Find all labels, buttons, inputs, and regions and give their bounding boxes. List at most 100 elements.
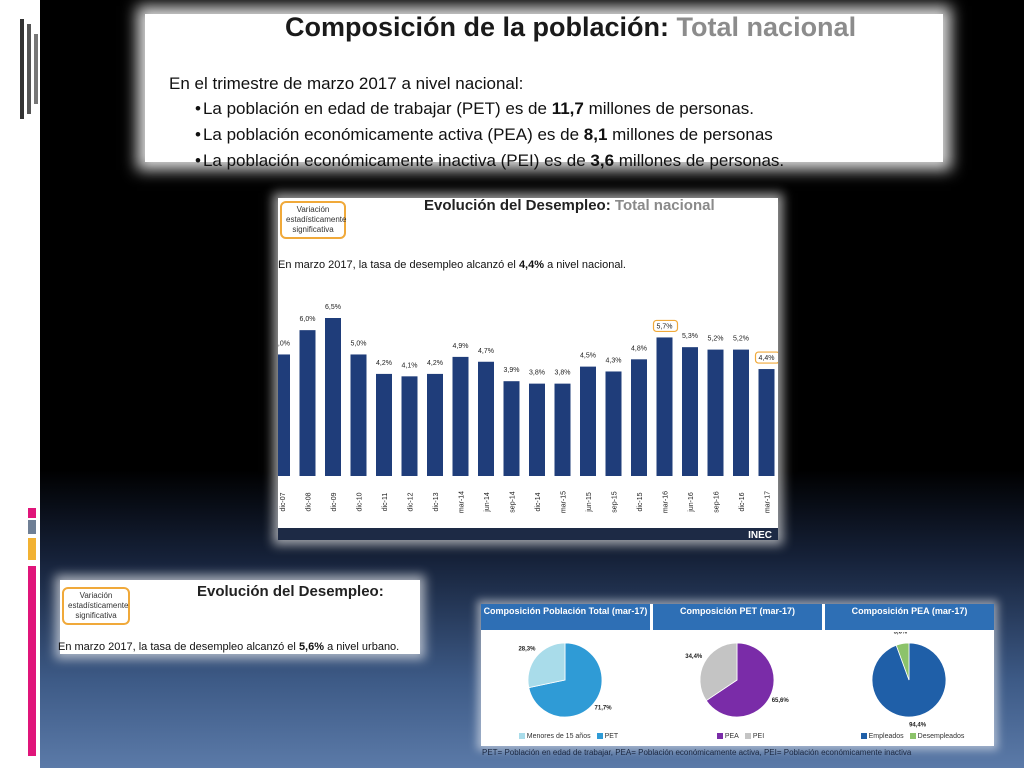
bar-label-dic-10: 5,0% — [351, 340, 367, 347]
bar-dic-13 — [427, 373, 443, 476]
slide-intro: En el trimestre de marzo 2017 a nivel na… — [169, 74, 524, 93]
x-tick-jun-14: jun-14 — [484, 492, 491, 513]
x-tick-mar-16: mar-16 — [663, 491, 670, 513]
x-tick-dic-11: dic-11 — [382, 493, 389, 512]
pie-legend-pet: PEA PEI — [653, 733, 822, 740]
urban-chart-title: Evolución del Desempleo: — [197, 583, 384, 600]
bar-label-jun-14: 4,7% — [478, 348, 494, 355]
x-tick-dic-07: dic-07 — [280, 492, 287, 511]
deco-bar-yellow — [28, 538, 36, 560]
highlight-box-mar-17 — [754, 351, 778, 364]
pies-footnote: PET= Población en edad de trabajar, PEA=… — [482, 748, 912, 757]
pie-slice-pea — [705, 642, 775, 718]
bar-dic-15 — [631, 359, 647, 476]
pie-label-empleados: 94,4% — [909, 722, 927, 728]
deco-bar-pink — [28, 508, 36, 518]
bar-label-dic-08: 6,0% — [300, 316, 316, 323]
significance-badge: Variación estadísticamente significativa — [280, 201, 346, 239]
bar-label-mar-16: 5,7% — [657, 323, 673, 330]
bar-dic-11 — [376, 373, 392, 476]
pie-chart-pea: 94,4% 5,6% — [871, 632, 947, 728]
slide-title: Composición de la población: Total nacio… — [285, 12, 857, 42]
bar-jun-14 — [478, 361, 494, 476]
pie-label-pei: 34,4% — [685, 654, 703, 660]
bar-sep-15 — [605, 371, 622, 476]
urban-unemployment-panel: Variación estadísticamente significativa… — [58, 580, 420, 654]
pie-label-menores-de-15-a-os: 28,3% — [518, 646, 536, 652]
pie-title-pea: Composición PEA (mar-17) — [825, 604, 994, 630]
x-tick-jun-15: jun-15 — [586, 492, 593, 513]
x-tick-jun-16: jun-16 — [688, 492, 695, 513]
bar-mar-16 — [656, 337, 673, 476]
population-bullets: La población en edad de trabajar (PET) e… — [195, 96, 784, 174]
pie-label-pea: 65,6% — [772, 698, 790, 704]
pie-slice-desempleados — [895, 642, 910, 681]
bar-mar-14 — [452, 356, 469, 476]
bullet-pet: La población en edad de trabajar (PET) e… — [195, 96, 784, 122]
bar-label-dic-13: 4,2% — [427, 360, 443, 367]
urban-chart-note: En marzo 2017, la tasa de desempleo alca… — [58, 641, 400, 653]
bar-label-sep-14: 3,9% — [504, 367, 520, 374]
bar-label-jun-15: 4,5% — [580, 353, 596, 360]
bar-label-sep-15: 4,3% — [606, 357, 622, 364]
deco-bar-pink-long — [28, 566, 36, 756]
bar-label-mar-17: 4,4% — [759, 355, 775, 362]
pie-label-pet: 71,7% — [595, 706, 613, 712]
bar-jun-15 — [580, 366, 596, 476]
bar-label-dic-09: 6,5% — [325, 304, 341, 311]
chart-title: Evolución del Desempleo: Total nacional — [424, 198, 715, 214]
bar-chart-svg: 5,0% dic-07 6,0% dic-08 6,5% dic-09 5,0% dic-10… — [278, 304, 778, 513]
x-tick-mar-17: mar-17 — [765, 491, 772, 513]
deco-bar-gray — [28, 520, 36, 534]
chart-footer-band — [278, 528, 778, 540]
pie-legend-pea: Empleados Desempleados — [825, 733, 994, 740]
bar-label-dic-07: 5,0% — [278, 340, 290, 347]
x-tick-dic-13: dic-13 — [433, 492, 440, 511]
pie-panel-pet: Composición PET (mar-17) 65,6% 34,4% PEA P… — [653, 604, 822, 746]
x-tick-sep-15: sep-15 — [612, 491, 619, 513]
x-tick-dic-09: dic-09 — [331, 492, 338, 511]
bar-mar-17 — [758, 369, 775, 476]
x-tick-mar-14: mar-14 — [459, 491, 466, 513]
bar-sep-14 — [503, 381, 520, 476]
bar-label-sep-16: 5,2% — [708, 336, 724, 343]
pie-chart-pet: 65,6% 34,4% — [685, 642, 790, 718]
pie-label-desempleados: 5,6% — [894, 632, 908, 636]
pie-chart-total: 71,7% 28,3% — [518, 642, 613, 718]
bar-label-dic-15: 4,8% — [631, 345, 647, 352]
bar-label-jun-16: 5,3% — [682, 333, 698, 340]
national-unemployment-chart: Evolución del Desempleo: Total nacional … — [278, 198, 778, 540]
x-tick-dic-08: dic-08 — [306, 492, 313, 511]
bar-jun-16 — [682, 347, 698, 476]
x-tick-dic-12: dic-12 — [408, 492, 415, 511]
population-summary-panel: Composición de la población: Total nacio… — [145, 12, 943, 170]
bullet-pea: La población económicamente activa (PEA)… — [195, 122, 784, 148]
x-tick-dic-14: dic-14 — [535, 492, 542, 511]
bar-dic-09 — [325, 318, 341, 476]
x-tick-mar-15: mar-15 — [561, 491, 568, 513]
x-tick-dic-10: dic-10 — [357, 492, 364, 511]
slide-decoration-icon — [20, 19, 38, 119]
x-tick-dic-16: dic-16 — [739, 492, 746, 511]
bar-label-dic-16: 5,2% — [733, 336, 749, 343]
bar-dic-08 — [299, 330, 316, 476]
pie-title-total: Composición Población Total (mar-17) — [481, 604, 650, 630]
pie-panel-pea: Composición PEA (mar-17) 94,4% 5,6% Emple… — [825, 604, 994, 746]
bar-label-dic-12: 4,1% — [402, 362, 418, 369]
bar-label-dic-14: 3,8% — [529, 370, 545, 377]
pie-legend-total: Menores de 15 años PET — [481, 733, 650, 740]
pie-panel-total: Composición Población Total (mar-17) 71,… — [481, 604, 650, 746]
chart-note: En marzo 2017, la tasa de desempleo alca… — [278, 259, 626, 271]
bullet-pei: La población económicamente inactiva (PE… — [195, 148, 784, 174]
bar-dic-16 — [733, 349, 749, 476]
composition-pies-panel: Composición Población Total (mar-17) 71,… — [481, 604, 994, 746]
bar-label-dic-11: 4,2% — [376, 360, 392, 367]
significance-badge-urban: Variación estadísticamente significativa — [62, 587, 130, 625]
pie-title-pet: Composición PET (mar-17) — [653, 604, 822, 630]
x-tick-sep-16: sep-16 — [714, 491, 721, 513]
bar-label-mar-15: 3,8% — [555, 370, 571, 377]
bar-dic-07 — [278, 354, 290, 476]
bar-sep-16 — [707, 349, 724, 476]
bar-label-mar-14: 4,9% — [453, 343, 469, 350]
bar-dic-12 — [401, 376, 418, 476]
